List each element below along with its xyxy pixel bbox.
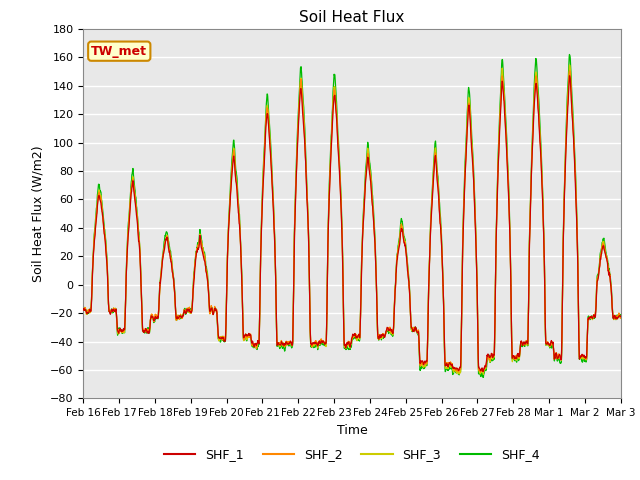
Y-axis label: Soil Heat Flux (W/m2): Soil Heat Flux (W/m2) xyxy=(31,145,44,282)
Title: Soil Heat Flux: Soil Heat Flux xyxy=(300,10,404,25)
SHF_1 xyxy=(602,251,609,257)
Line: SHF_1: SHF_1 xyxy=(83,76,621,372)
SHF_2 xyxy=(340,341,348,347)
SHF_3 xyxy=(602,252,609,257)
SHF_4 xyxy=(479,374,487,380)
SHF_3 xyxy=(503,144,511,150)
SHF_4 xyxy=(617,312,625,317)
SHF_4 xyxy=(503,135,511,141)
SHF_4 xyxy=(566,52,573,58)
SHF_4 xyxy=(602,249,609,254)
SHF_1 xyxy=(340,341,348,347)
SHF_1 xyxy=(79,306,87,312)
SHF_3 xyxy=(326,161,334,167)
SHF_2 xyxy=(602,252,609,258)
SHF_3 xyxy=(340,343,348,348)
SHF_2 xyxy=(107,309,115,314)
Line: SHF_3: SHF_3 xyxy=(83,65,621,374)
SHF_1 xyxy=(566,73,573,79)
SHF_2 xyxy=(566,68,574,74)
SHF_3 xyxy=(79,308,87,314)
Line: SHF_2: SHF_2 xyxy=(83,71,621,372)
SHF_1 xyxy=(107,311,115,316)
SHF_3 xyxy=(479,372,487,377)
SHF_3 xyxy=(617,315,625,321)
SHF_4 xyxy=(340,344,348,349)
SHF_3 xyxy=(602,251,609,256)
SHF_3 xyxy=(566,62,573,68)
SHF_2 xyxy=(503,147,511,153)
Line: SHF_4: SHF_4 xyxy=(83,55,621,377)
SHF_1 xyxy=(503,152,511,157)
SHF_2 xyxy=(79,307,87,312)
SHF_4 xyxy=(602,246,609,252)
SHF_2 xyxy=(617,315,625,321)
SHF_4 xyxy=(79,304,87,310)
SHF_2 xyxy=(326,163,334,168)
Text: TW_met: TW_met xyxy=(92,45,147,58)
SHF_4 xyxy=(326,152,334,158)
X-axis label: Time: Time xyxy=(337,424,367,437)
SHF_3 xyxy=(107,311,115,316)
SHF_2 xyxy=(477,369,484,375)
SHF_1 xyxy=(617,314,625,320)
SHF_2 xyxy=(602,250,609,256)
SHF_1 xyxy=(479,369,486,374)
SHF_1 xyxy=(602,252,609,258)
SHF_4 xyxy=(107,310,115,316)
Legend: SHF_1, SHF_2, SHF_3, SHF_4: SHF_1, SHF_2, SHF_3, SHF_4 xyxy=(159,443,545,466)
SHF_1 xyxy=(326,167,334,172)
